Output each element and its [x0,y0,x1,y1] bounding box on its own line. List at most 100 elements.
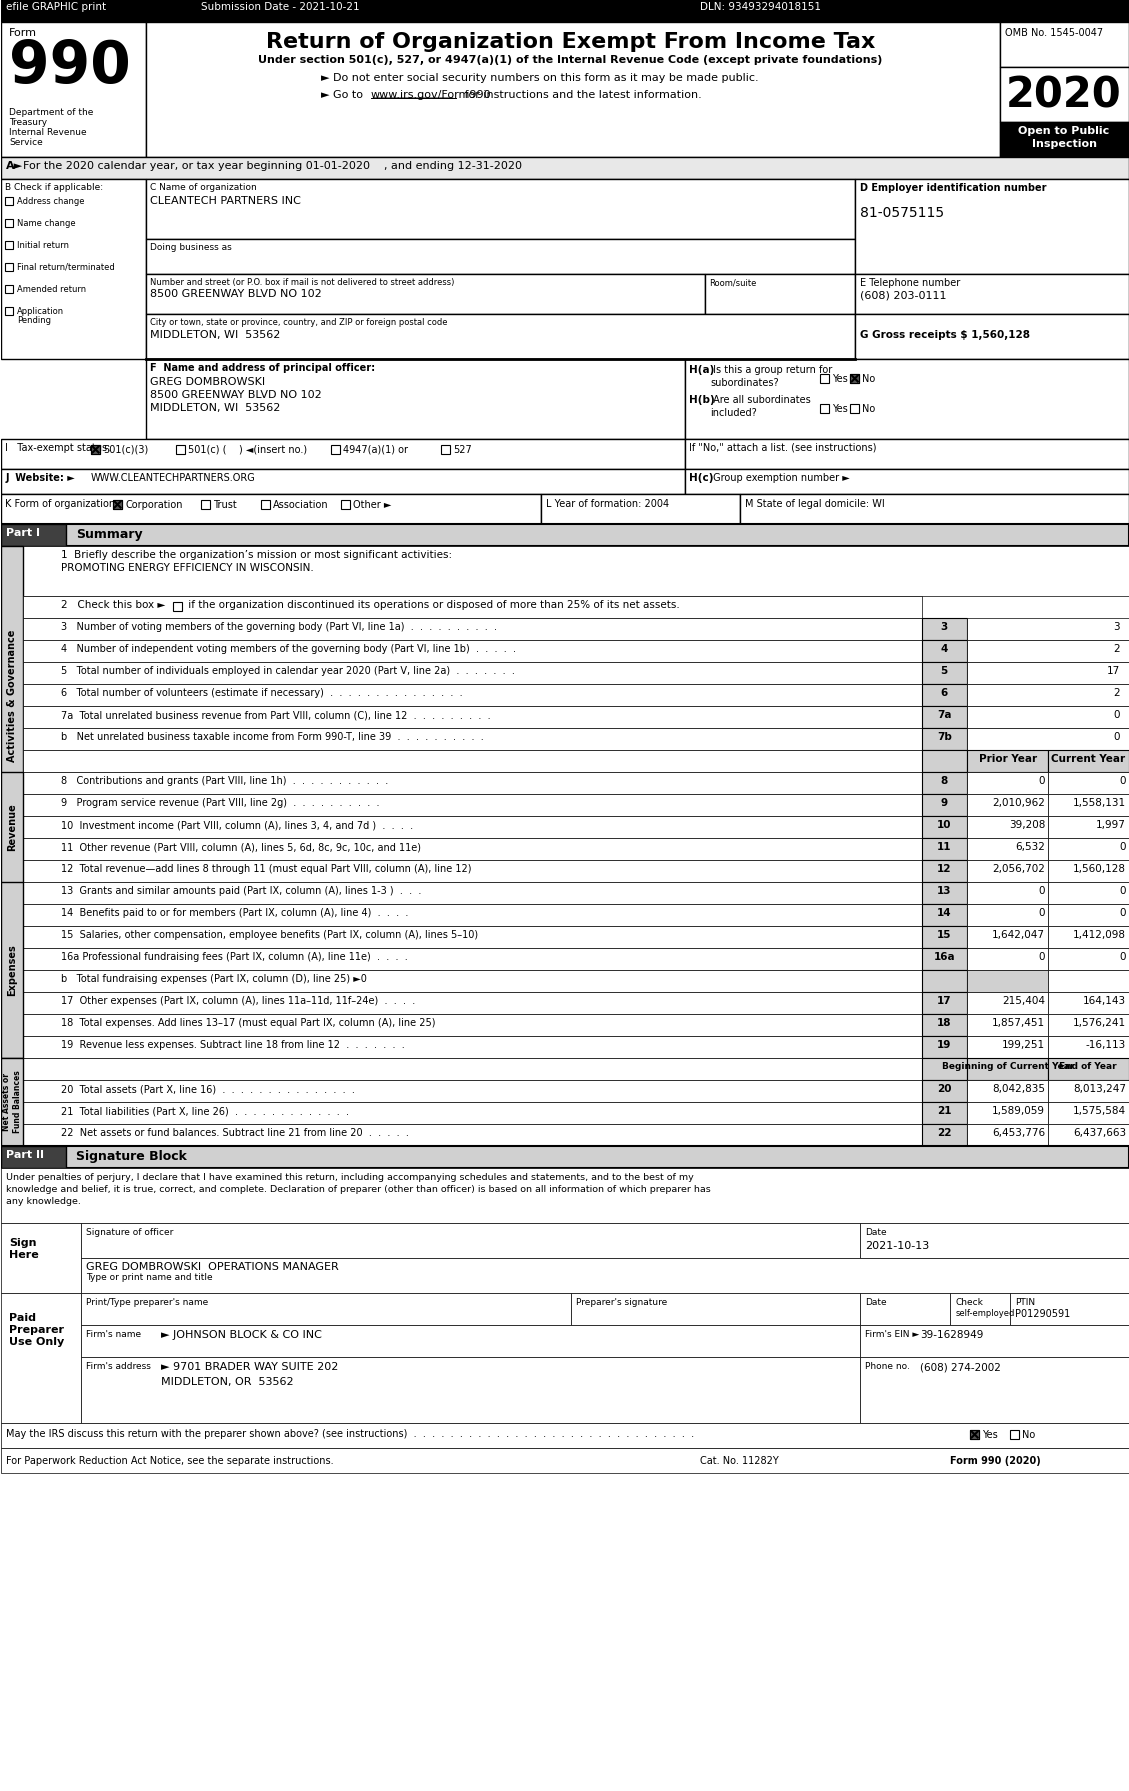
Bar [24,639,922,663]
Text: Sign: Sign [9,1238,36,1248]
Bar [922,860,968,881]
Text: 9: 9 [940,799,947,808]
Text: Firm's address: Firm's address [86,1361,151,1370]
Text: 21: 21 [937,1107,952,1116]
Text: 13  Grants and similar amounts paid (Part IX, column (A), lines 1-3 )  .  .  .: 13 Grants and similar amounts paid (Part… [61,887,421,896]
Bar [1,1146,67,1168]
Bar [856,313,1129,358]
Text: Open to Public: Open to Public [1018,125,1110,136]
Text: 17: 17 [937,996,952,1007]
Text: H(b): H(b) [690,396,715,405]
Text: 20: 20 [937,1084,952,1094]
Text: ► 9701 BRADER WAY SUITE 202: ► 9701 BRADER WAY SUITE 202 [161,1361,339,1372]
Bar [922,793,968,817]
Bar [1048,750,1129,772]
Bar [91,444,100,453]
Text: subordinates?: subordinates? [710,378,779,389]
Text: Expenses: Expenses [7,944,17,996]
Bar [922,663,968,684]
Text: Net Assets or
Fund Balances: Net Assets or Fund Balances [2,1071,21,1134]
Text: 215,404: 215,404 [1003,996,1045,1007]
Text: Department of the: Department of the [9,107,94,116]
Text: 7a: 7a [937,709,952,720]
Bar [570,1293,860,1325]
Text: Beginning of Current Year: Beginning of Current Year [942,1062,1075,1071]
Text: 0: 0 [1120,908,1126,919]
Text: 16a: 16a [934,953,955,962]
Bar [1048,772,1129,793]
Text: Form: Form [9,29,37,38]
Text: Yes: Yes [982,1429,998,1440]
Bar [6,263,14,270]
Text: Application: Application [17,306,64,315]
Text: Group exemption number ►: Group exemption number ► [710,473,850,484]
Bar [1048,1080,1129,1101]
Text: 22: 22 [937,1128,952,1137]
Bar [24,1058,922,1080]
Bar [1048,860,1129,881]
Bar [922,727,968,750]
Bar [24,904,922,926]
Text: Inspection: Inspection [1032,140,1096,149]
Bar [856,274,1129,313]
Bar [1048,793,1129,817]
Bar [24,926,922,947]
Text: I   Tax-exempt status:: I Tax-exempt status: [6,442,111,453]
Bar [81,1358,860,1424]
Text: ► Do not enter social security numbers on this form as it may be made public.: ► Do not enter social security numbers o… [321,73,759,82]
Bar [6,197,14,204]
Text: Yes: Yes [832,405,848,414]
Text: 1,997: 1,997 [1096,820,1126,829]
Text: Part I: Part I [6,528,41,537]
Bar [922,881,968,904]
Text: Current Year: Current Year [1051,754,1126,765]
Text: 39,208: 39,208 [1008,820,1045,829]
Bar [6,242,14,249]
Text: 164,143: 164,143 [1083,996,1126,1007]
Bar [1,1424,1129,1447]
Text: 0: 0 [1120,776,1126,786]
Text: G Gross receipts $ 1,560,128: G Gross receipts $ 1,560,128 [860,330,1031,340]
Bar [922,947,968,971]
Text: 14: 14 [937,908,952,919]
Text: 5   Total number of individuals employed in calendar year 2020 (Part V, line 2a): 5 Total number of individuals employed i… [61,666,515,675]
Text: J  Website: ►: J Website: ► [6,473,75,484]
Bar [922,992,968,1014]
Bar [24,838,922,860]
Bar [860,1358,1129,1424]
Bar [968,881,1048,904]
Text: Is this a group return for: Is this a group return for [710,365,833,374]
Text: MIDDLETON, WI  53562: MIDDLETON, WI 53562 [150,330,280,340]
Text: Corporation: Corporation [125,500,183,510]
Text: 81-0575115: 81-0575115 [860,206,944,220]
Text: Other ►: Other ► [352,500,391,510]
Text: if the organization discontinued its operations or disposed of more than 25% of : if the organization discontinued its ope… [185,600,680,611]
Text: for instructions and the latest information.: for instructions and the latest informat… [461,90,701,100]
Bar [1048,1035,1129,1058]
Bar [968,1125,1048,1146]
Bar [24,618,922,639]
Text: OMB No. 1545-0047: OMB No. 1545-0047 [1005,29,1103,38]
Text: Date: Date [865,1229,887,1238]
Text: 1,558,131: 1,558,131 [1073,799,1126,808]
Bar [922,1035,968,1058]
Text: 2,010,962: 2,010,962 [992,799,1045,808]
Text: 2,056,702: 2,056,702 [992,863,1045,874]
Text: Under penalties of perjury, I declare that I have examined this return, includin: Under penalties of perjury, I declare th… [6,1173,694,1182]
Bar [1,1223,81,1293]
Text: 15: 15 [937,930,952,940]
Text: 2020: 2020 [1006,75,1122,116]
Bar [1,1447,1129,1472]
Text: F  Name and address of principal officer:: F Name and address of principal officer: [150,364,375,373]
Text: 0: 0 [1039,887,1045,896]
Bar [922,838,968,860]
Text: 0: 0 [1113,709,1120,720]
Text: 2: 2 [1113,645,1120,654]
Text: (608) 203-0111: (608) 203-0111 [860,290,947,301]
Text: included?: included? [710,408,758,417]
Text: End of Year: End of Year [1059,1062,1117,1071]
Bar [1010,1293,1129,1325]
Bar [1,1168,1129,1223]
Bar [24,663,922,684]
Text: L Year of formation: 2004: L Year of formation: 2004 [545,500,668,509]
